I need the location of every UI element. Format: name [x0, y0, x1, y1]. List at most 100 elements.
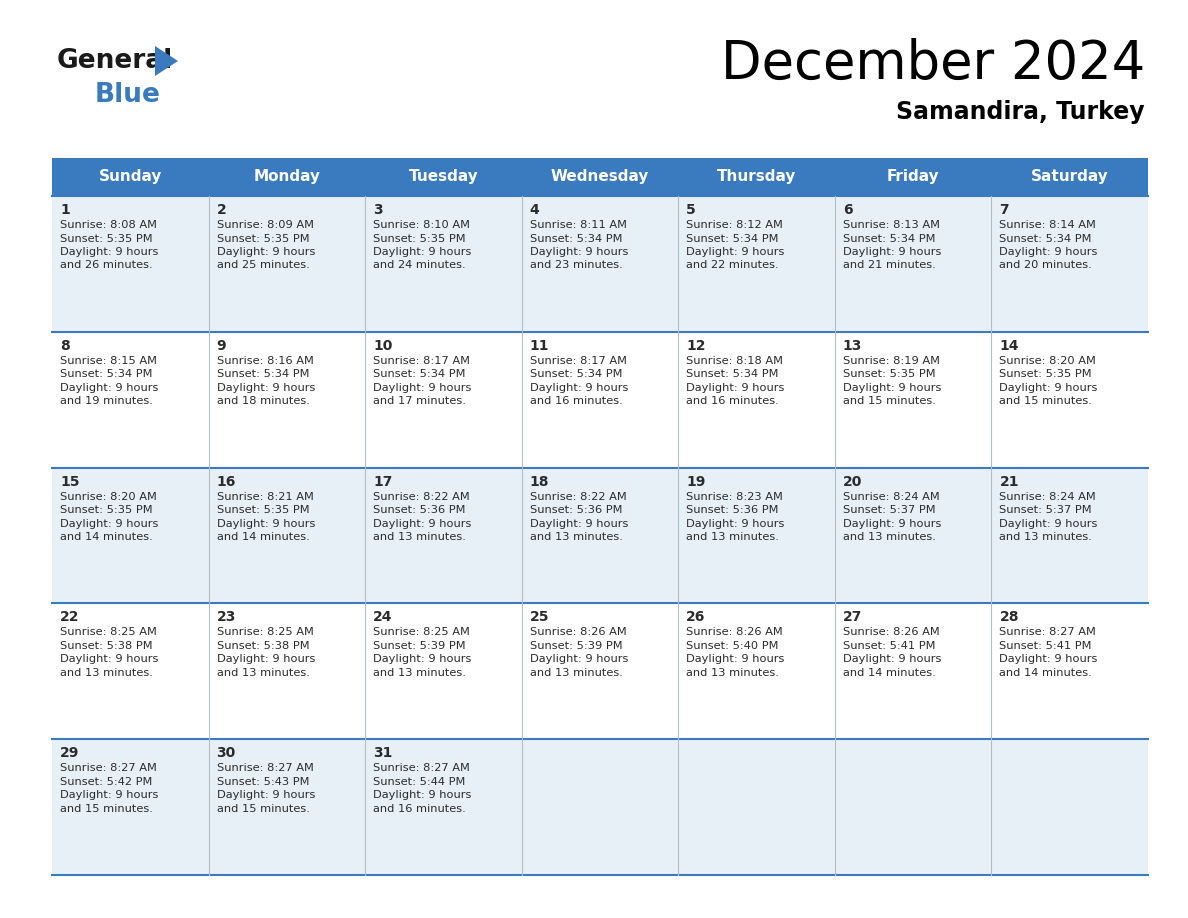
Text: Sunrise: 8:27 AM: Sunrise: 8:27 AM: [999, 627, 1097, 637]
Text: Daylight: 9 hours: Daylight: 9 hours: [687, 383, 784, 393]
Text: Daylight: 9 hours: Daylight: 9 hours: [842, 383, 941, 393]
Text: Tuesday: Tuesday: [409, 170, 479, 185]
Text: Sunset: 5:34 PM: Sunset: 5:34 PM: [530, 233, 623, 243]
Text: 23: 23: [216, 610, 236, 624]
Text: and 19 minutes.: and 19 minutes.: [61, 397, 153, 407]
Text: Friday: Friday: [886, 170, 940, 185]
Text: Sunset: 5:37 PM: Sunset: 5:37 PM: [842, 505, 935, 515]
Text: Daylight: 9 hours: Daylight: 9 hours: [999, 655, 1098, 665]
Text: and 13 minutes.: and 13 minutes.: [530, 532, 623, 543]
Text: Sunrise: 8:18 AM: Sunrise: 8:18 AM: [687, 356, 783, 365]
Text: Sunset: 5:41 PM: Sunset: 5:41 PM: [842, 641, 935, 651]
Text: Sunrise: 8:15 AM: Sunrise: 8:15 AM: [61, 356, 157, 365]
Text: 8: 8: [61, 339, 70, 353]
Text: 28: 28: [999, 610, 1019, 624]
Text: and 23 minutes.: and 23 minutes.: [530, 261, 623, 271]
Text: Sunset: 5:35 PM: Sunset: 5:35 PM: [61, 233, 152, 243]
Text: 17: 17: [373, 475, 392, 488]
Text: 4: 4: [530, 203, 539, 217]
Text: 24: 24: [373, 610, 393, 624]
Text: Daylight: 9 hours: Daylight: 9 hours: [216, 519, 315, 529]
Text: 31: 31: [373, 746, 392, 760]
Text: Daylight: 9 hours: Daylight: 9 hours: [999, 247, 1098, 257]
Text: Sunset: 5:34 PM: Sunset: 5:34 PM: [216, 369, 309, 379]
Text: 14: 14: [999, 339, 1019, 353]
Text: Sunrise: 8:12 AM: Sunrise: 8:12 AM: [687, 220, 783, 230]
Text: 9: 9: [216, 339, 226, 353]
Text: and 16 minutes.: and 16 minutes.: [373, 803, 466, 813]
Text: Daylight: 9 hours: Daylight: 9 hours: [61, 790, 158, 800]
Text: 25: 25: [530, 610, 549, 624]
Text: Daylight: 9 hours: Daylight: 9 hours: [373, 519, 472, 529]
Text: 21: 21: [999, 475, 1019, 488]
Text: Daylight: 9 hours: Daylight: 9 hours: [530, 247, 628, 257]
Text: Sunrise: 8:13 AM: Sunrise: 8:13 AM: [842, 220, 940, 230]
Text: Sunset: 5:42 PM: Sunset: 5:42 PM: [61, 777, 152, 787]
Text: Daylight: 9 hours: Daylight: 9 hours: [687, 655, 784, 665]
Text: and 14 minutes.: and 14 minutes.: [61, 532, 153, 543]
Text: and 13 minutes.: and 13 minutes.: [373, 668, 466, 677]
Text: 10: 10: [373, 339, 392, 353]
Text: and 14 minutes.: and 14 minutes.: [216, 532, 309, 543]
Text: 13: 13: [842, 339, 862, 353]
Text: Sunrise: 8:14 AM: Sunrise: 8:14 AM: [999, 220, 1097, 230]
Text: Sunrise: 8:20 AM: Sunrise: 8:20 AM: [61, 492, 157, 501]
Text: Sunrise: 8:08 AM: Sunrise: 8:08 AM: [61, 220, 157, 230]
Text: and 13 minutes.: and 13 minutes.: [216, 668, 309, 677]
Text: and 13 minutes.: and 13 minutes.: [61, 668, 153, 677]
Text: Sunset: 5:35 PM: Sunset: 5:35 PM: [842, 369, 935, 379]
Bar: [52, 158, 1148, 196]
Text: Sunrise: 8:27 AM: Sunrise: 8:27 AM: [61, 763, 157, 773]
Text: Daylight: 9 hours: Daylight: 9 hours: [216, 790, 315, 800]
Text: 20: 20: [842, 475, 862, 488]
Text: Sunset: 5:34 PM: Sunset: 5:34 PM: [999, 233, 1092, 243]
Text: and 15 minutes.: and 15 minutes.: [999, 397, 1092, 407]
Text: Daylight: 9 hours: Daylight: 9 hours: [842, 247, 941, 257]
Text: Daylight: 9 hours: Daylight: 9 hours: [216, 655, 315, 665]
Text: and 13 minutes.: and 13 minutes.: [687, 668, 779, 677]
Text: Daylight: 9 hours: Daylight: 9 hours: [530, 383, 628, 393]
Text: Sunset: 5:35 PM: Sunset: 5:35 PM: [999, 369, 1092, 379]
Text: December 2024: December 2024: [721, 38, 1145, 90]
Text: Daylight: 9 hours: Daylight: 9 hours: [61, 383, 158, 393]
Text: 29: 29: [61, 746, 80, 760]
Text: Wednesday: Wednesday: [551, 170, 649, 185]
Text: Daylight: 9 hours: Daylight: 9 hours: [687, 519, 784, 529]
Text: and 14 minutes.: and 14 minutes.: [842, 668, 936, 677]
Text: 3: 3: [373, 203, 383, 217]
Text: Sunset: 5:34 PM: Sunset: 5:34 PM: [530, 369, 623, 379]
Text: Daylight: 9 hours: Daylight: 9 hours: [373, 247, 472, 257]
Text: Sunrise: 8:25 AM: Sunrise: 8:25 AM: [61, 627, 157, 637]
Text: Daylight: 9 hours: Daylight: 9 hours: [61, 655, 158, 665]
Text: and 20 minutes.: and 20 minutes.: [999, 261, 1092, 271]
Text: Daylight: 9 hours: Daylight: 9 hours: [373, 655, 472, 665]
Text: Samandira, Turkey: Samandira, Turkey: [897, 100, 1145, 124]
Text: Sunday: Sunday: [99, 170, 162, 185]
Text: and 15 minutes.: and 15 minutes.: [61, 803, 153, 813]
Text: and 24 minutes.: and 24 minutes.: [373, 261, 466, 271]
Text: Sunset: 5:36 PM: Sunset: 5:36 PM: [530, 505, 623, 515]
Text: Daylight: 9 hours: Daylight: 9 hours: [999, 519, 1098, 529]
Text: Daylight: 9 hours: Daylight: 9 hours: [61, 519, 158, 529]
Polygon shape: [154, 46, 178, 76]
Bar: [52, 739, 1148, 875]
Text: Thursday: Thursday: [716, 170, 796, 185]
Text: Daylight: 9 hours: Daylight: 9 hours: [61, 247, 158, 257]
Text: 18: 18: [530, 475, 549, 488]
Text: Sunrise: 8:26 AM: Sunrise: 8:26 AM: [842, 627, 940, 637]
Text: and 26 minutes.: and 26 minutes.: [61, 261, 152, 271]
Text: Sunrise: 8:16 AM: Sunrise: 8:16 AM: [216, 356, 314, 365]
Text: 27: 27: [842, 610, 862, 624]
Text: Sunrise: 8:17 AM: Sunrise: 8:17 AM: [530, 356, 627, 365]
Text: Blue: Blue: [95, 82, 160, 108]
Text: Sunset: 5:34 PM: Sunset: 5:34 PM: [687, 233, 779, 243]
Text: and 16 minutes.: and 16 minutes.: [530, 397, 623, 407]
Text: and 13 minutes.: and 13 minutes.: [999, 532, 1092, 543]
Bar: [52, 331, 1148, 467]
Text: and 16 minutes.: and 16 minutes.: [687, 397, 779, 407]
Bar: [52, 603, 1148, 739]
Text: and 15 minutes.: and 15 minutes.: [216, 803, 309, 813]
Text: 16: 16: [216, 475, 236, 488]
Text: Daylight: 9 hours: Daylight: 9 hours: [373, 383, 472, 393]
Bar: [52, 467, 1148, 603]
